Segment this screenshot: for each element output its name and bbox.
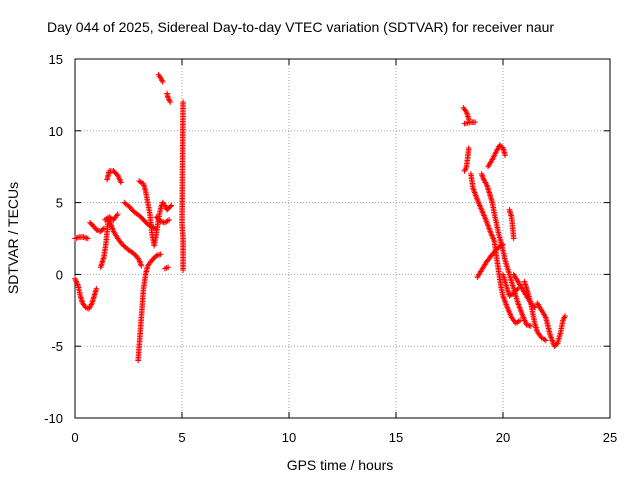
data-point: [500, 241, 506, 248]
data-point: [510, 235, 517, 242]
y-tick-label: 5: [56, 196, 63, 211]
data-point: [465, 116, 472, 123]
data-point: [543, 337, 549, 344]
x-tick-label: 25: [603, 430, 617, 445]
data-point: [166, 217, 172, 223]
data-point: [166, 96, 172, 103]
y-tick-label: -10: [44, 411, 63, 426]
data-point: [118, 179, 124, 186]
x-axis-label: GPS time / hours: [287, 457, 394, 473]
x-tick-label: 15: [389, 430, 403, 445]
data-points: [72, 72, 568, 364]
chart-title: Day 044 of 2025, Sidereal Day-to-day VTE…: [47, 19, 554, 35]
y-axis-label: SDTVAR / TECUs: [5, 182, 21, 294]
data-point: [138, 262, 145, 269]
data-point: [167, 203, 174, 210]
data-point: [560, 316, 567, 322]
x-tick-label: 0: [71, 430, 78, 445]
data-point: [528, 323, 534, 329]
y-tick-label: 0: [56, 267, 63, 282]
data-point: [157, 251, 164, 258]
data-point: [85, 235, 91, 242]
x-tick-labels: 0 5 10 15 20 25: [71, 430, 617, 445]
data-point: [168, 202, 175, 209]
x-tick-label: 10: [282, 430, 296, 445]
data-point: [159, 77, 165, 84]
data-point: [167, 99, 174, 105]
data-point: [463, 165, 469, 171]
data-point: [562, 313, 568, 319]
data-point: [472, 119, 478, 125]
data-point: [180, 267, 186, 273]
gridlines: [75, 59, 610, 418]
data-point: [115, 211, 121, 217]
axis-ticks: [74, 58, 611, 419]
data-point: [465, 145, 472, 151]
x-tick-label: 20: [496, 430, 510, 445]
y-tick-label: -5: [51, 339, 63, 354]
data-point: [159, 79, 166, 85]
data-point: [514, 287, 520, 293]
data-point: [532, 304, 538, 311]
data-point: [93, 285, 100, 292]
data-point: [165, 264, 171, 271]
data-point: [502, 152, 508, 159]
y-tick-label: 15: [49, 52, 63, 67]
x-tick-label: 5: [178, 430, 185, 445]
y-tick-labels: -10 -5 0 5 10 15: [44, 52, 63, 426]
y-tick-label: 10: [49, 124, 63, 139]
